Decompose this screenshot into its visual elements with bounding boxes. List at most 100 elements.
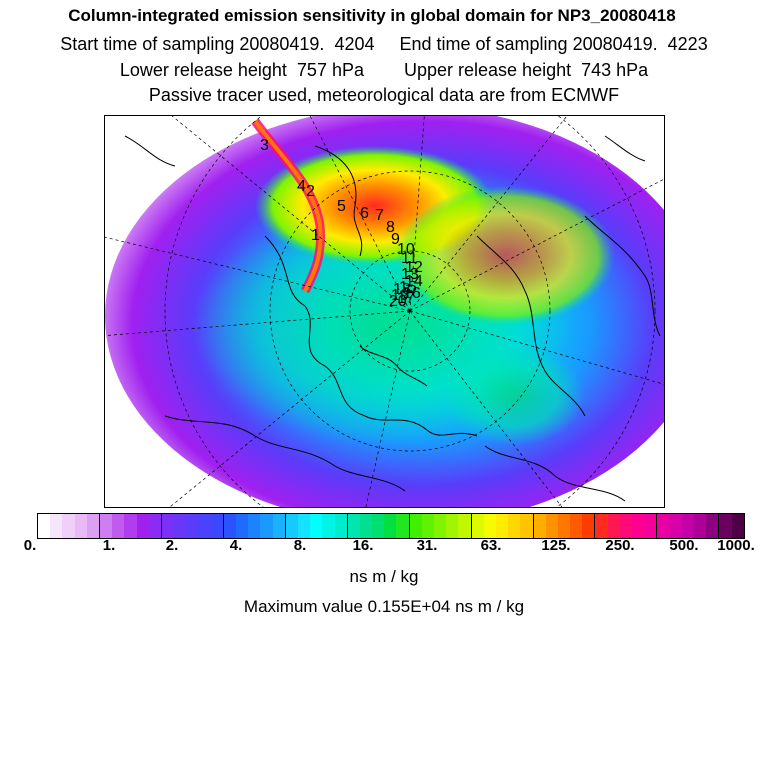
tracer-info-line: Passive tracer used, meteorological data… xyxy=(148,85,620,105)
colorbar-cell xyxy=(632,514,645,538)
sampling-time-line: Start time of sampling 20080419. 4204 En… xyxy=(60,34,708,54)
colorbar-cell xyxy=(693,514,707,538)
track-label: 16 xyxy=(403,285,421,302)
track-label: 12 xyxy=(405,259,423,276)
track-label: 2 xyxy=(306,183,315,200)
colorbar-cell xyxy=(372,514,385,538)
colorbar-cell xyxy=(495,514,509,538)
colorbar-tick-label: 8. xyxy=(293,537,307,554)
colorbar-cell xyxy=(297,514,311,538)
colorbar-tick-label: 125. xyxy=(541,537,571,554)
colorbar-tick-label: 16. xyxy=(352,537,374,554)
colorbar-cell xyxy=(731,514,744,538)
chart-title: Column-integrated emission sensitivity i… xyxy=(68,6,676,25)
colorbar-cell xyxy=(359,514,373,538)
track-label: 13 xyxy=(401,266,419,283)
colorbar-cell xyxy=(98,514,113,538)
colorbar-cell xyxy=(483,514,496,538)
graticule xyxy=(105,116,664,507)
colorbar-cell xyxy=(532,514,546,538)
release-height-line: Lower release height 757 hPa Upper relea… xyxy=(119,60,649,80)
track-label: 9 xyxy=(391,231,400,248)
colorbar-tick-label: 31. xyxy=(416,537,438,554)
max-value-text: Maximum value 0.155E+04 ns m / kg xyxy=(243,597,525,616)
colorbar-cell xyxy=(222,514,236,538)
colorbar-cell xyxy=(272,514,285,538)
track-label: 3 xyxy=(260,137,269,154)
coastlines xyxy=(124,135,661,502)
colorbar-tick-label: 1000. xyxy=(717,537,755,554)
colorbar-tick-label: 2. xyxy=(165,537,179,554)
colorbar-cell xyxy=(396,514,409,538)
colorbar-cell xyxy=(210,514,223,538)
colorbar-units: ns m / kg xyxy=(349,567,419,586)
colorbar-cell xyxy=(112,514,125,538)
sensitivity-field xyxy=(105,116,664,507)
trajectory-labels: 3 4 2 5 6 7 8 9 10 11 12 13 14 15 16 17 … xyxy=(260,137,423,310)
track-label: 8 xyxy=(386,219,395,236)
colorbar-cell xyxy=(346,514,360,538)
colorbar-cell xyxy=(607,514,620,538)
track-label: 19 xyxy=(391,287,409,304)
colorbar-cell xyxy=(408,514,422,538)
colorbar-cell xyxy=(656,514,670,538)
colorbar-tick-label: 500. xyxy=(669,537,699,554)
track-label: 15 xyxy=(399,279,417,296)
colorbar-cell xyxy=(570,514,583,538)
colorbar-cell xyxy=(284,514,298,538)
colorbar-tick-label: 250. xyxy=(605,537,635,554)
colorbar-cell xyxy=(310,514,323,538)
colorbar xyxy=(37,513,745,539)
colorbar-cell xyxy=(248,514,261,538)
colorbar-cell xyxy=(619,514,632,538)
colorbar-cell xyxy=(446,514,459,538)
colorbar-cell xyxy=(644,514,657,538)
colorbar-cell xyxy=(582,514,595,538)
colorbar-cell xyxy=(50,514,63,538)
emission-sensitivity-map: 3 4 2 5 6 7 8 9 10 11 12 13 14 15 16 17 … xyxy=(104,115,665,508)
colorbar-cell xyxy=(174,514,187,538)
colorbar-tick-label: 0. xyxy=(23,537,37,554)
colorbar-cell xyxy=(136,514,149,538)
colorbar-cell xyxy=(62,514,75,538)
colorbar-cell xyxy=(718,514,732,538)
colorbar-cell xyxy=(186,514,199,538)
colorbar-cell xyxy=(86,514,99,538)
track-label: 4 xyxy=(297,178,306,195)
colorbar-tick-label: 63. xyxy=(480,537,502,554)
colorbar-cell xyxy=(458,514,471,538)
track-label: 11 xyxy=(401,250,418,267)
track-label: 17 xyxy=(397,290,415,307)
colorbar-cell xyxy=(38,514,51,538)
colorbar-cell xyxy=(557,514,571,538)
colorbar-cell xyxy=(421,514,434,538)
colorbar-cell xyxy=(322,514,335,538)
colorbar-cell xyxy=(545,514,558,538)
track-label: 10 xyxy=(397,241,415,258)
colorbar-cell xyxy=(508,514,521,538)
track-label: 14 xyxy=(405,273,423,290)
colorbar-cell xyxy=(334,514,347,538)
colorbar-cell xyxy=(160,514,175,538)
colorbar-cell xyxy=(681,514,694,538)
track-label: 18 xyxy=(393,281,411,298)
track-label: 7 xyxy=(375,207,384,224)
colorbar-cell xyxy=(148,514,161,538)
track-label: 20 xyxy=(389,293,407,310)
colorbar-cell xyxy=(434,514,447,538)
colorbar-cell xyxy=(384,514,397,538)
colorbar-cell xyxy=(470,514,484,538)
colorbar-cell xyxy=(236,514,249,538)
colorbar-cell xyxy=(198,514,211,538)
colorbar-cell xyxy=(669,514,682,538)
colorbar-tick-label: 4. xyxy=(229,537,243,554)
track-label: 6 xyxy=(360,205,369,222)
colorbar-cell xyxy=(260,514,273,538)
track-label: 1 xyxy=(311,227,320,244)
colorbar-cell xyxy=(520,514,533,538)
colorbar-cell xyxy=(594,514,608,538)
colorbar-cell xyxy=(74,514,87,538)
colorbar-cell xyxy=(706,514,719,538)
colorbar-cell xyxy=(124,514,137,538)
colorbar-tick-label: 1. xyxy=(102,537,116,554)
